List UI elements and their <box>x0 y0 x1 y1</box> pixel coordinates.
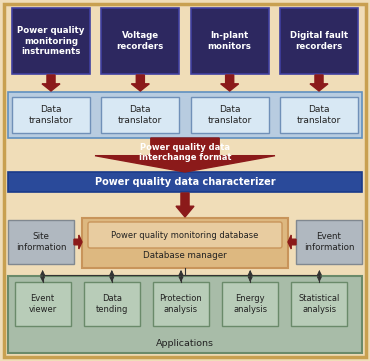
Text: In-plant
monitors: In-plant monitors <box>208 31 252 51</box>
Text: Event
viewer: Event viewer <box>28 294 57 314</box>
Text: Protection
analysis: Protection analysis <box>159 294 202 314</box>
Polygon shape <box>74 235 82 249</box>
Bar <box>296 220 362 264</box>
Text: Data
tending: Data tending <box>95 294 128 314</box>
Text: Database manager: Database manager <box>143 252 227 261</box>
Bar <box>280 97 358 133</box>
Bar <box>191 8 269 74</box>
Bar <box>101 8 179 74</box>
Bar <box>153 282 209 326</box>
Text: Site
information: Site information <box>16 232 66 252</box>
Bar <box>8 276 362 353</box>
Text: Data
translator: Data translator <box>118 105 162 125</box>
Text: Power quality data
interchange format: Power quality data interchange format <box>139 143 231 162</box>
Bar <box>84 282 140 326</box>
Text: Voltage
recorders: Voltage recorders <box>117 31 164 51</box>
Bar <box>101 97 179 133</box>
Polygon shape <box>288 235 296 249</box>
Bar <box>280 8 358 74</box>
Bar <box>82 218 288 268</box>
Bar <box>12 8 90 74</box>
Text: Energy
analysis: Energy analysis <box>233 294 267 314</box>
Polygon shape <box>131 75 149 91</box>
Bar <box>8 220 74 264</box>
Bar <box>8 92 362 138</box>
Polygon shape <box>42 75 60 91</box>
Text: Data
translator: Data translator <box>208 105 252 125</box>
Bar <box>8 172 362 192</box>
Polygon shape <box>95 138 275 172</box>
Text: Applications: Applications <box>156 339 214 348</box>
Bar <box>12 97 90 133</box>
Text: Power quality data characterizer: Power quality data characterizer <box>95 177 275 187</box>
Bar <box>14 282 71 326</box>
Bar <box>292 282 347 326</box>
Text: Data
translator: Data translator <box>297 105 341 125</box>
Bar <box>191 97 269 133</box>
Text: Digital fault
recorders: Digital fault recorders <box>290 31 348 51</box>
Text: Power quality
monitoring
instruments: Power quality monitoring instruments <box>17 26 85 56</box>
Text: Power quality monitoring database: Power quality monitoring database <box>111 231 259 239</box>
Polygon shape <box>176 193 194 217</box>
FancyBboxPatch shape <box>88 222 282 248</box>
Text: Data
translator: Data translator <box>29 105 73 125</box>
Text: Event
information: Event information <box>304 232 354 252</box>
Bar <box>222 282 278 326</box>
Text: Statistical
analysis: Statistical analysis <box>299 294 340 314</box>
Polygon shape <box>310 75 328 91</box>
Polygon shape <box>221 75 239 91</box>
